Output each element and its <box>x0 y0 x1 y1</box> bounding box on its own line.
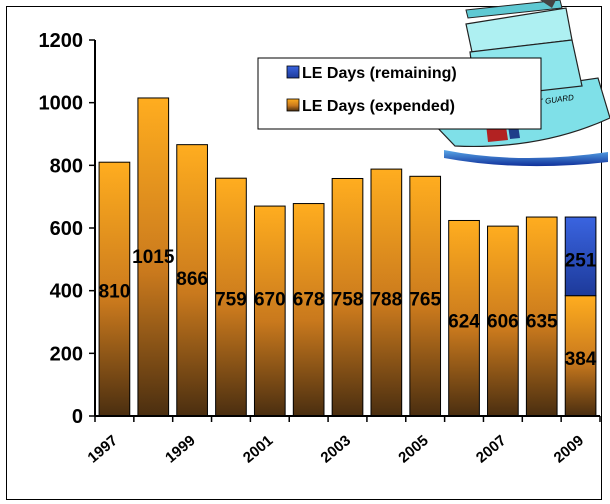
y-tick-label: 400 <box>50 281 83 303</box>
legend-label-expended: LE Days (expended) <box>302 98 455 115</box>
bar-expended <box>137 97 170 417</box>
x-tick-label: 1997 <box>85 432 121 466</box>
ship-bridge-shape <box>465 0 563 19</box>
bar-expended <box>448 219 480 417</box>
bar-expended <box>525 216 558 417</box>
x-tick-label: 2005 <box>395 432 431 466</box>
y-tick-label: 600 <box>50 218 83 240</box>
legend-label-remaining: LE Days (remaining) <box>302 65 457 82</box>
sea-waves-shape <box>444 150 608 167</box>
data-label: 810 <box>99 282 131 303</box>
data-label: 606 <box>487 311 519 332</box>
bar-expended <box>487 225 519 417</box>
x-tick-label: 2009 <box>551 432 587 466</box>
data-label: 384 <box>565 349 597 370</box>
x-tick-label: 2001 <box>240 432 276 466</box>
bar-expended <box>331 177 364 417</box>
plot-area: 0 200 400 600 800 1000 1200 1997 1999 2001 2003 200… <box>39 30 601 467</box>
data-label-remaining: 251 <box>565 250 597 271</box>
y-tick-label: 800 <box>50 155 83 177</box>
data-label: 624 <box>448 311 480 332</box>
ship-mast-shape <box>540 0 556 8</box>
y-tick-label: 0 <box>72 406 83 428</box>
chart-frame <box>6 6 602 500</box>
bar-expended <box>253 205 286 417</box>
data-label: 635 <box>526 311 558 332</box>
data-label: 758 <box>332 290 364 311</box>
x-tick-label: 1999 <box>162 432 198 466</box>
data-label: 866 <box>176 269 208 290</box>
data-label: 788 <box>370 290 402 311</box>
bar-expended <box>215 177 247 417</box>
data-label: 670 <box>254 290 286 311</box>
x-tick-label: 2003 <box>318 432 354 466</box>
data-label: 1015 <box>132 247 175 268</box>
y-tick-label: 1200 <box>39 30 84 52</box>
legend-box <box>257 57 542 130</box>
x-tick-label: 2007 <box>473 432 509 466</box>
data-label: 678 <box>293 290 325 311</box>
legend: LE Days (remaining) LE Days (expended) <box>257 57 542 130</box>
data-label: 765 <box>409 290 441 311</box>
legend-swatch-expended <box>286 98 300 112</box>
data-label: 759 <box>215 290 247 311</box>
bar-remaining <box>564 216 597 297</box>
y-tick-label: 1000 <box>39 93 84 115</box>
y-tick-label: 200 <box>50 343 83 365</box>
bar-expended <box>370 168 403 417</box>
legend-swatch-remaining <box>286 65 300 79</box>
bar-expended <box>176 144 208 417</box>
